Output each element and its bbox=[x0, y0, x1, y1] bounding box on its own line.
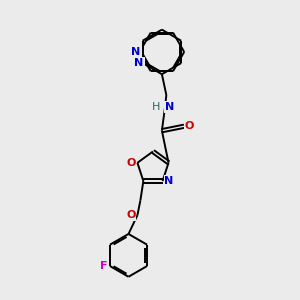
Text: O: O bbox=[126, 210, 136, 220]
Text: N: N bbox=[134, 58, 144, 68]
Text: F: F bbox=[100, 261, 108, 271]
Text: O: O bbox=[185, 121, 194, 131]
Text: N: N bbox=[165, 102, 174, 112]
Text: N: N bbox=[164, 176, 174, 186]
Text: N: N bbox=[131, 47, 141, 57]
Text: O: O bbox=[126, 158, 136, 168]
Text: H: H bbox=[152, 102, 161, 112]
